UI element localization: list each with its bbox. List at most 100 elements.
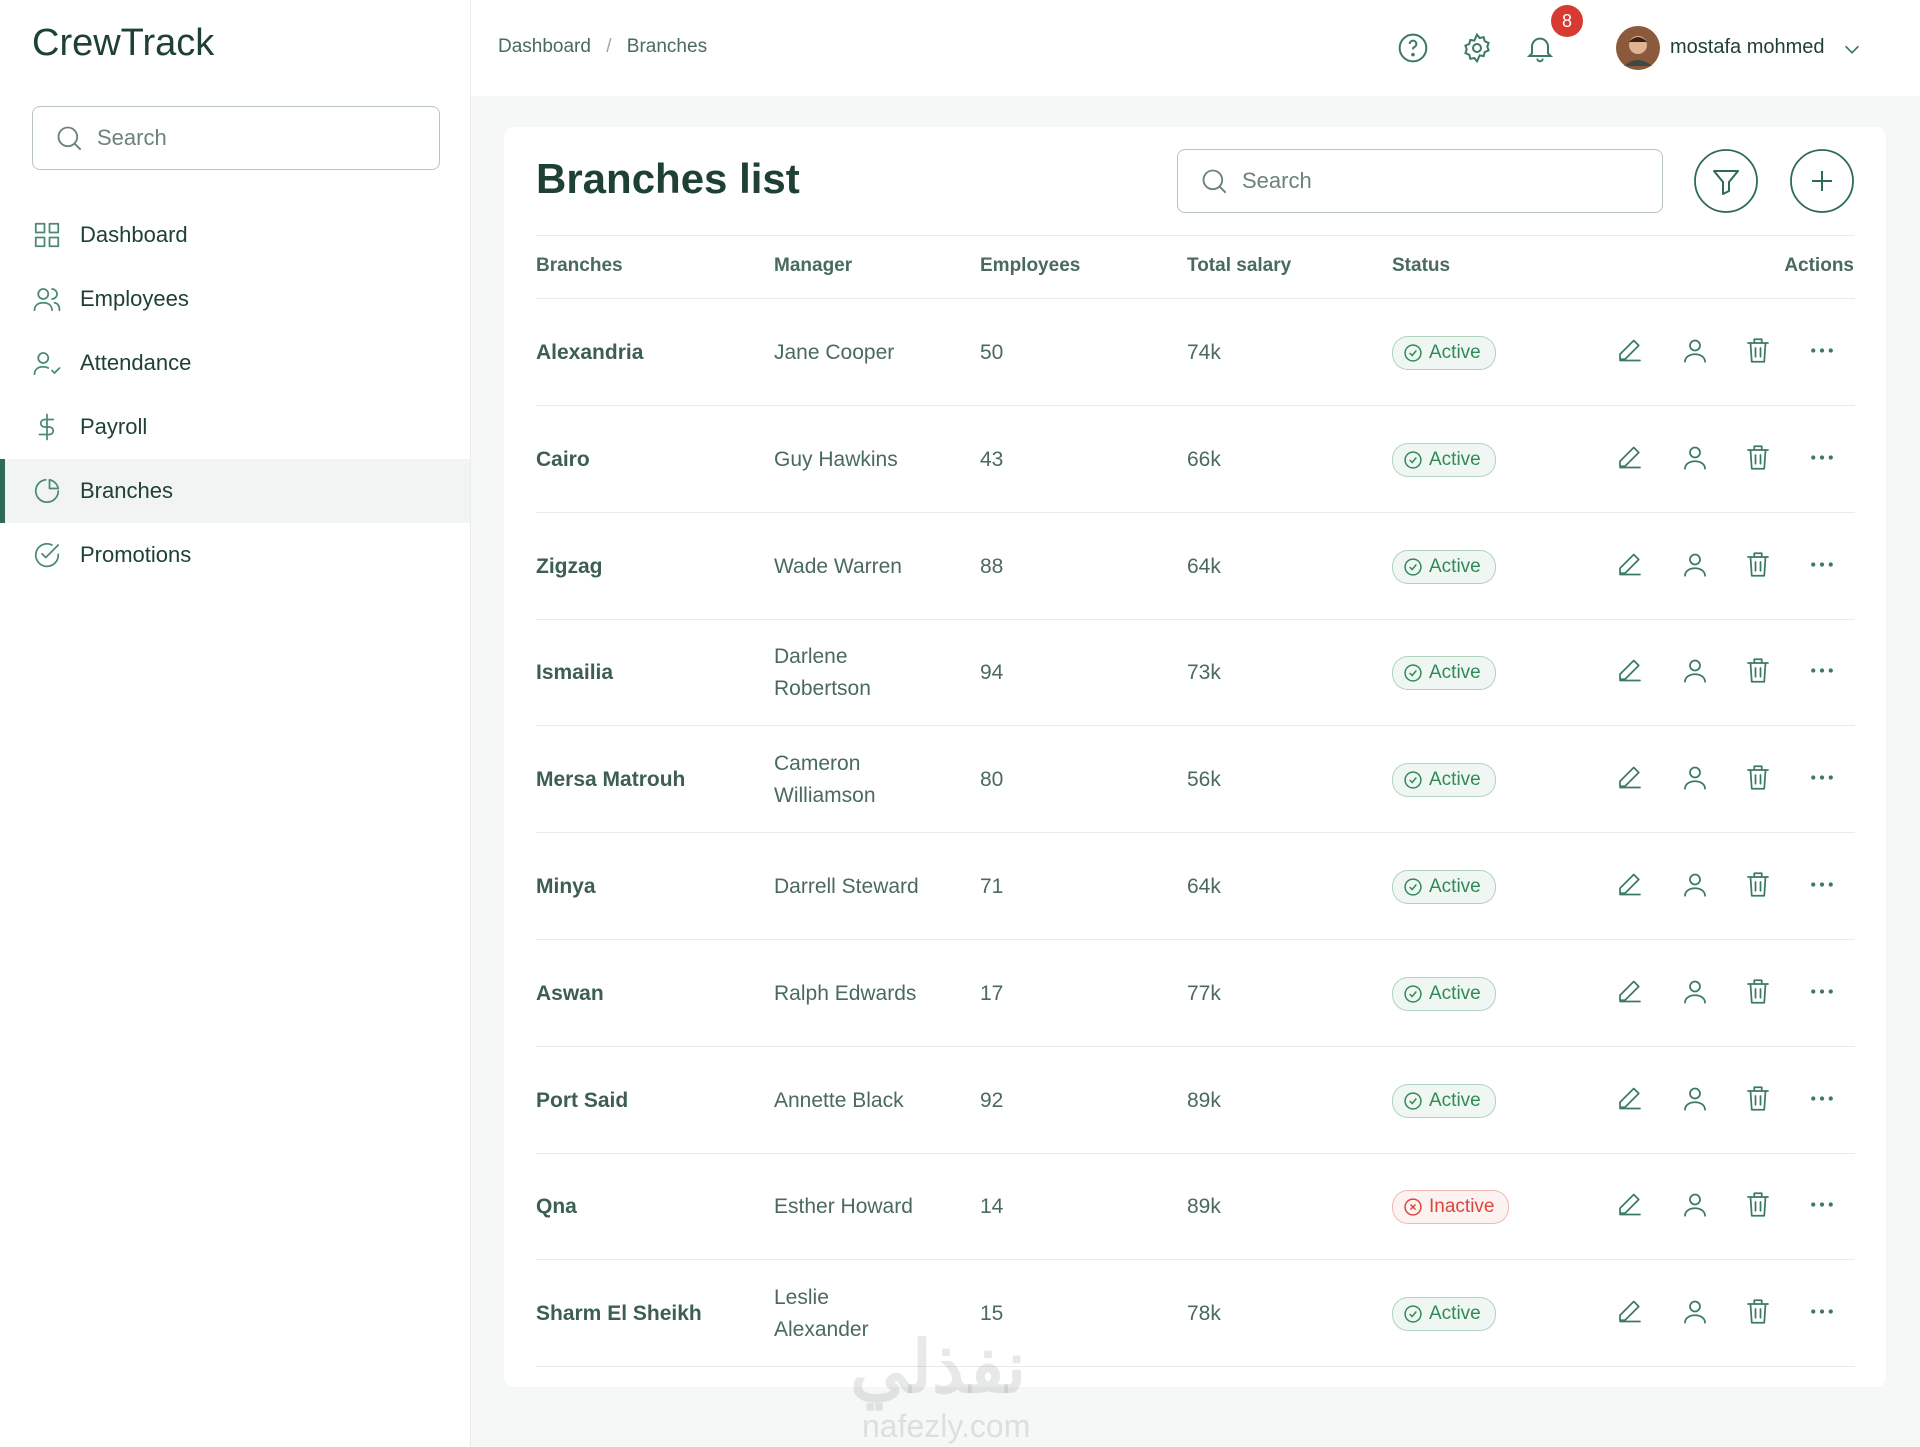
delete-button[interactable]: [1743, 442, 1773, 477]
delete-button[interactable]: [1743, 1190, 1773, 1225]
watermark: نفذلي: [850, 1328, 1027, 1408]
sidebar: CrewTrack Search Dashboard Employees Atten…: [0, 0, 471, 1447]
employees-cell: 15: [980, 1302, 1004, 1326]
more-button[interactable]: [1807, 549, 1837, 584]
row-divider: [536, 511, 1855, 513]
filter-button[interactable]: [1694, 149, 1758, 213]
more-button[interactable]: [1807, 870, 1837, 905]
status-label: Active: [1429, 448, 1481, 470]
edit-button[interactable]: [1615, 336, 1645, 371]
assign-manager-button[interactable]: [1680, 1297, 1710, 1332]
status-label: Inactive: [1429, 1196, 1495, 1218]
more-button[interactable]: [1807, 1083, 1837, 1118]
more-button[interactable]: [1807, 442, 1837, 477]
delete-button[interactable]: [1743, 1083, 1773, 1118]
row-divider: [536, 1152, 1855, 1154]
notification-icon[interactable]: [1524, 31, 1556, 65]
edit-button[interactable]: [1615, 549, 1645, 584]
edit-button[interactable]: [1615, 656, 1645, 691]
assign-manager-button[interactable]: [1680, 336, 1710, 371]
branch-cell: Mersa Matrouh: [536, 768, 686, 792]
nav-item[interactable]: Dashboard: [0, 203, 470, 267]
row-divider: [536, 832, 1855, 834]
user-name[interactable]: mostafa mohmed: [1670, 36, 1825, 58]
breadcrumb-item[interactable]: Dashboard: [498, 36, 591, 57]
assign-manager-button[interactable]: [1680, 1083, 1710, 1118]
nav-item[interactable]: Payroll: [0, 395, 470, 459]
total-salary-cell: 64k: [1187, 554, 1221, 578]
branch-cell: Cairo: [536, 447, 590, 471]
delete-button[interactable]: [1743, 870, 1773, 905]
settings-icon[interactable]: [1461, 32, 1493, 64]
status-badge: Active: [1392, 656, 1496, 691]
edit-button[interactable]: [1615, 763, 1645, 798]
user-menu-chevron[interactable]: [1841, 38, 1863, 60]
manager-cell: Ralph Edwards: [774, 981, 917, 1005]
more-button[interactable]: [1807, 976, 1837, 1011]
avatar[interactable]: [1616, 26, 1660, 70]
total-salary-cell: 66k: [1187, 447, 1221, 471]
more-button[interactable]: [1807, 763, 1837, 798]
delete-button[interactable]: [1743, 549, 1773, 584]
assign-manager-button[interactable]: [1680, 976, 1710, 1011]
help-icon[interactable]: [1397, 32, 1429, 64]
delete-button[interactable]: [1743, 763, 1773, 798]
edit-button[interactable]: [1615, 870, 1645, 905]
edit-button[interactable]: [1615, 442, 1645, 477]
column-header: Status: [1392, 255, 1451, 276]
delete-button[interactable]: [1743, 976, 1773, 1011]
edit-button[interactable]: [1615, 976, 1645, 1011]
row-divider: [536, 405, 1855, 406]
more-button[interactable]: [1807, 1190, 1837, 1225]
row-divider: [536, 1045, 1855, 1047]
nav-label: Promotions: [80, 542, 192, 567]
assign-manager-button[interactable]: [1680, 1190, 1710, 1225]
sidebar-search[interactable]: Search: [32, 106, 440, 170]
delete-button[interactable]: [1743, 1297, 1773, 1332]
total-salary-cell: 89k: [1187, 1195, 1221, 1219]
more-button[interactable]: [1807, 656, 1837, 691]
table-search[interactable]: Search: [1177, 149, 1663, 213]
status-label: Active: [1429, 982, 1481, 1004]
assign-manager-button[interactable]: [1680, 442, 1710, 477]
status-label: Active: [1429, 555, 1481, 577]
nav-item[interactable]: Promotions: [0, 523, 470, 587]
nav-label: Dashboard: [80, 222, 188, 247]
branch-cell: Sharm El Sheikh: [536, 1302, 702, 1326]
more-button[interactable]: [1807, 336, 1837, 371]
breadcrumb-item: Branches: [626, 36, 708, 57]
assign-manager-button[interactable]: [1680, 549, 1710, 584]
edit-button[interactable]: [1615, 1083, 1645, 1118]
employees-cell: 88: [980, 554, 1004, 578]
status-badge: Inactive: [1392, 1190, 1510, 1225]
add-button[interactable]: [1790, 149, 1854, 213]
column-header: Employees: [980, 255, 1081, 276]
edit-button[interactable]: [1615, 1297, 1645, 1332]
status-badge: Active: [1392, 549, 1496, 584]
assign-manager-button[interactable]: [1680, 656, 1710, 691]
assign-manager-button[interactable]: [1680, 763, 1710, 798]
nav-label: Employees: [80, 286, 189, 311]
delete-button[interactable]: [1743, 336, 1773, 371]
branch-cell: Port Said: [536, 1088, 629, 1112]
employees-cell: 50: [980, 341, 1004, 364]
delete-button[interactable]: [1743, 656, 1773, 691]
nav-label: Branches: [80, 478, 173, 503]
total-salary-cell: 89k: [1187, 1088, 1221, 1112]
nav-item[interactable]: Branches: [0, 459, 470, 523]
brand-logo: CrewTrack: [32, 22, 215, 64]
more-button[interactable]: [1807, 1297, 1837, 1332]
total-salary-cell: 77k: [1187, 981, 1221, 1005]
manager-cell: Cameron Williamson: [774, 752, 876, 808]
assign-manager-button[interactable]: [1680, 870, 1710, 905]
top-bar: Dashboard / Branches 8 mostafa mohmed: [471, 0, 1920, 96]
employees-cell: 14: [980, 1195, 1004, 1219]
nav-item[interactable]: Employees: [0, 267, 470, 331]
nav-item[interactable]: Attendance: [0, 331, 470, 395]
row-divider: [536, 1259, 1855, 1261]
notification-count: 8: [1551, 5, 1583, 37]
edit-button[interactable]: [1615, 1190, 1645, 1225]
employees-cell: 71: [980, 875, 1004, 898]
row-divider: [536, 618, 1855, 620]
